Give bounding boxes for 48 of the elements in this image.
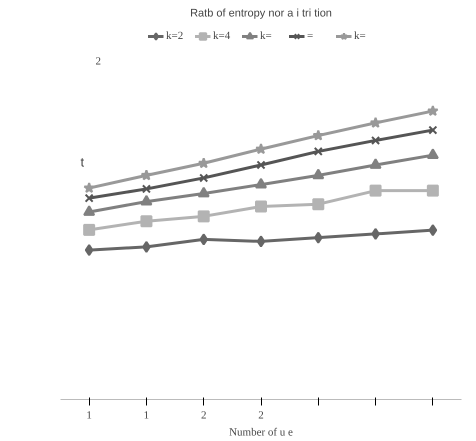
point [428, 224, 438, 236]
legend-label: k=2 [166, 30, 184, 42]
point [426, 148, 439, 160]
x-tick-label: 2 [258, 410, 264, 422]
point [255, 178, 267, 188]
point [198, 186, 210, 198]
point [255, 143, 267, 154]
point [84, 194, 94, 203]
legend-label: = [307, 30, 314, 42]
point [312, 168, 324, 180]
point [140, 194, 152, 206]
point [370, 116, 382, 128]
point [199, 233, 208, 246]
point [314, 232, 323, 244]
point [370, 158, 382, 169]
x-tick-label: 1 [86, 410, 92, 422]
legend-label: k=4 [213, 30, 232, 42]
point [142, 184, 151, 194]
text: 2 [96, 56, 101, 68]
x-tick-label: 2 [200, 410, 206, 422]
point [370, 184, 382, 197]
point [312, 130, 324, 141]
point [142, 240, 151, 253]
y-axis-title: t [80, 154, 84, 170]
point [371, 228, 380, 240]
point [371, 136, 380, 145]
point [198, 157, 210, 168]
point [312, 198, 324, 210]
point [256, 160, 266, 170]
point [314, 146, 323, 156]
point [83, 224, 96, 236]
point [140, 169, 152, 180]
legend-label: k= [354, 30, 367, 42]
point [199, 173, 208, 182]
point [427, 105, 439, 116]
point [83, 205, 96, 216]
point [198, 210, 210, 222]
point [83, 182, 95, 194]
x-axis-title: Number of u e [229, 426, 294, 438]
x-tick-label: 1 [144, 410, 150, 422]
legend-label: k= [260, 30, 273, 42]
point [140, 215, 152, 228]
point [256, 235, 266, 248]
point [426, 184, 439, 197]
chart-title: Ratb of entropy nor a i tri tion [190, 8, 332, 20]
point [255, 200, 267, 213]
point [428, 126, 438, 135]
point [84, 244, 94, 256]
